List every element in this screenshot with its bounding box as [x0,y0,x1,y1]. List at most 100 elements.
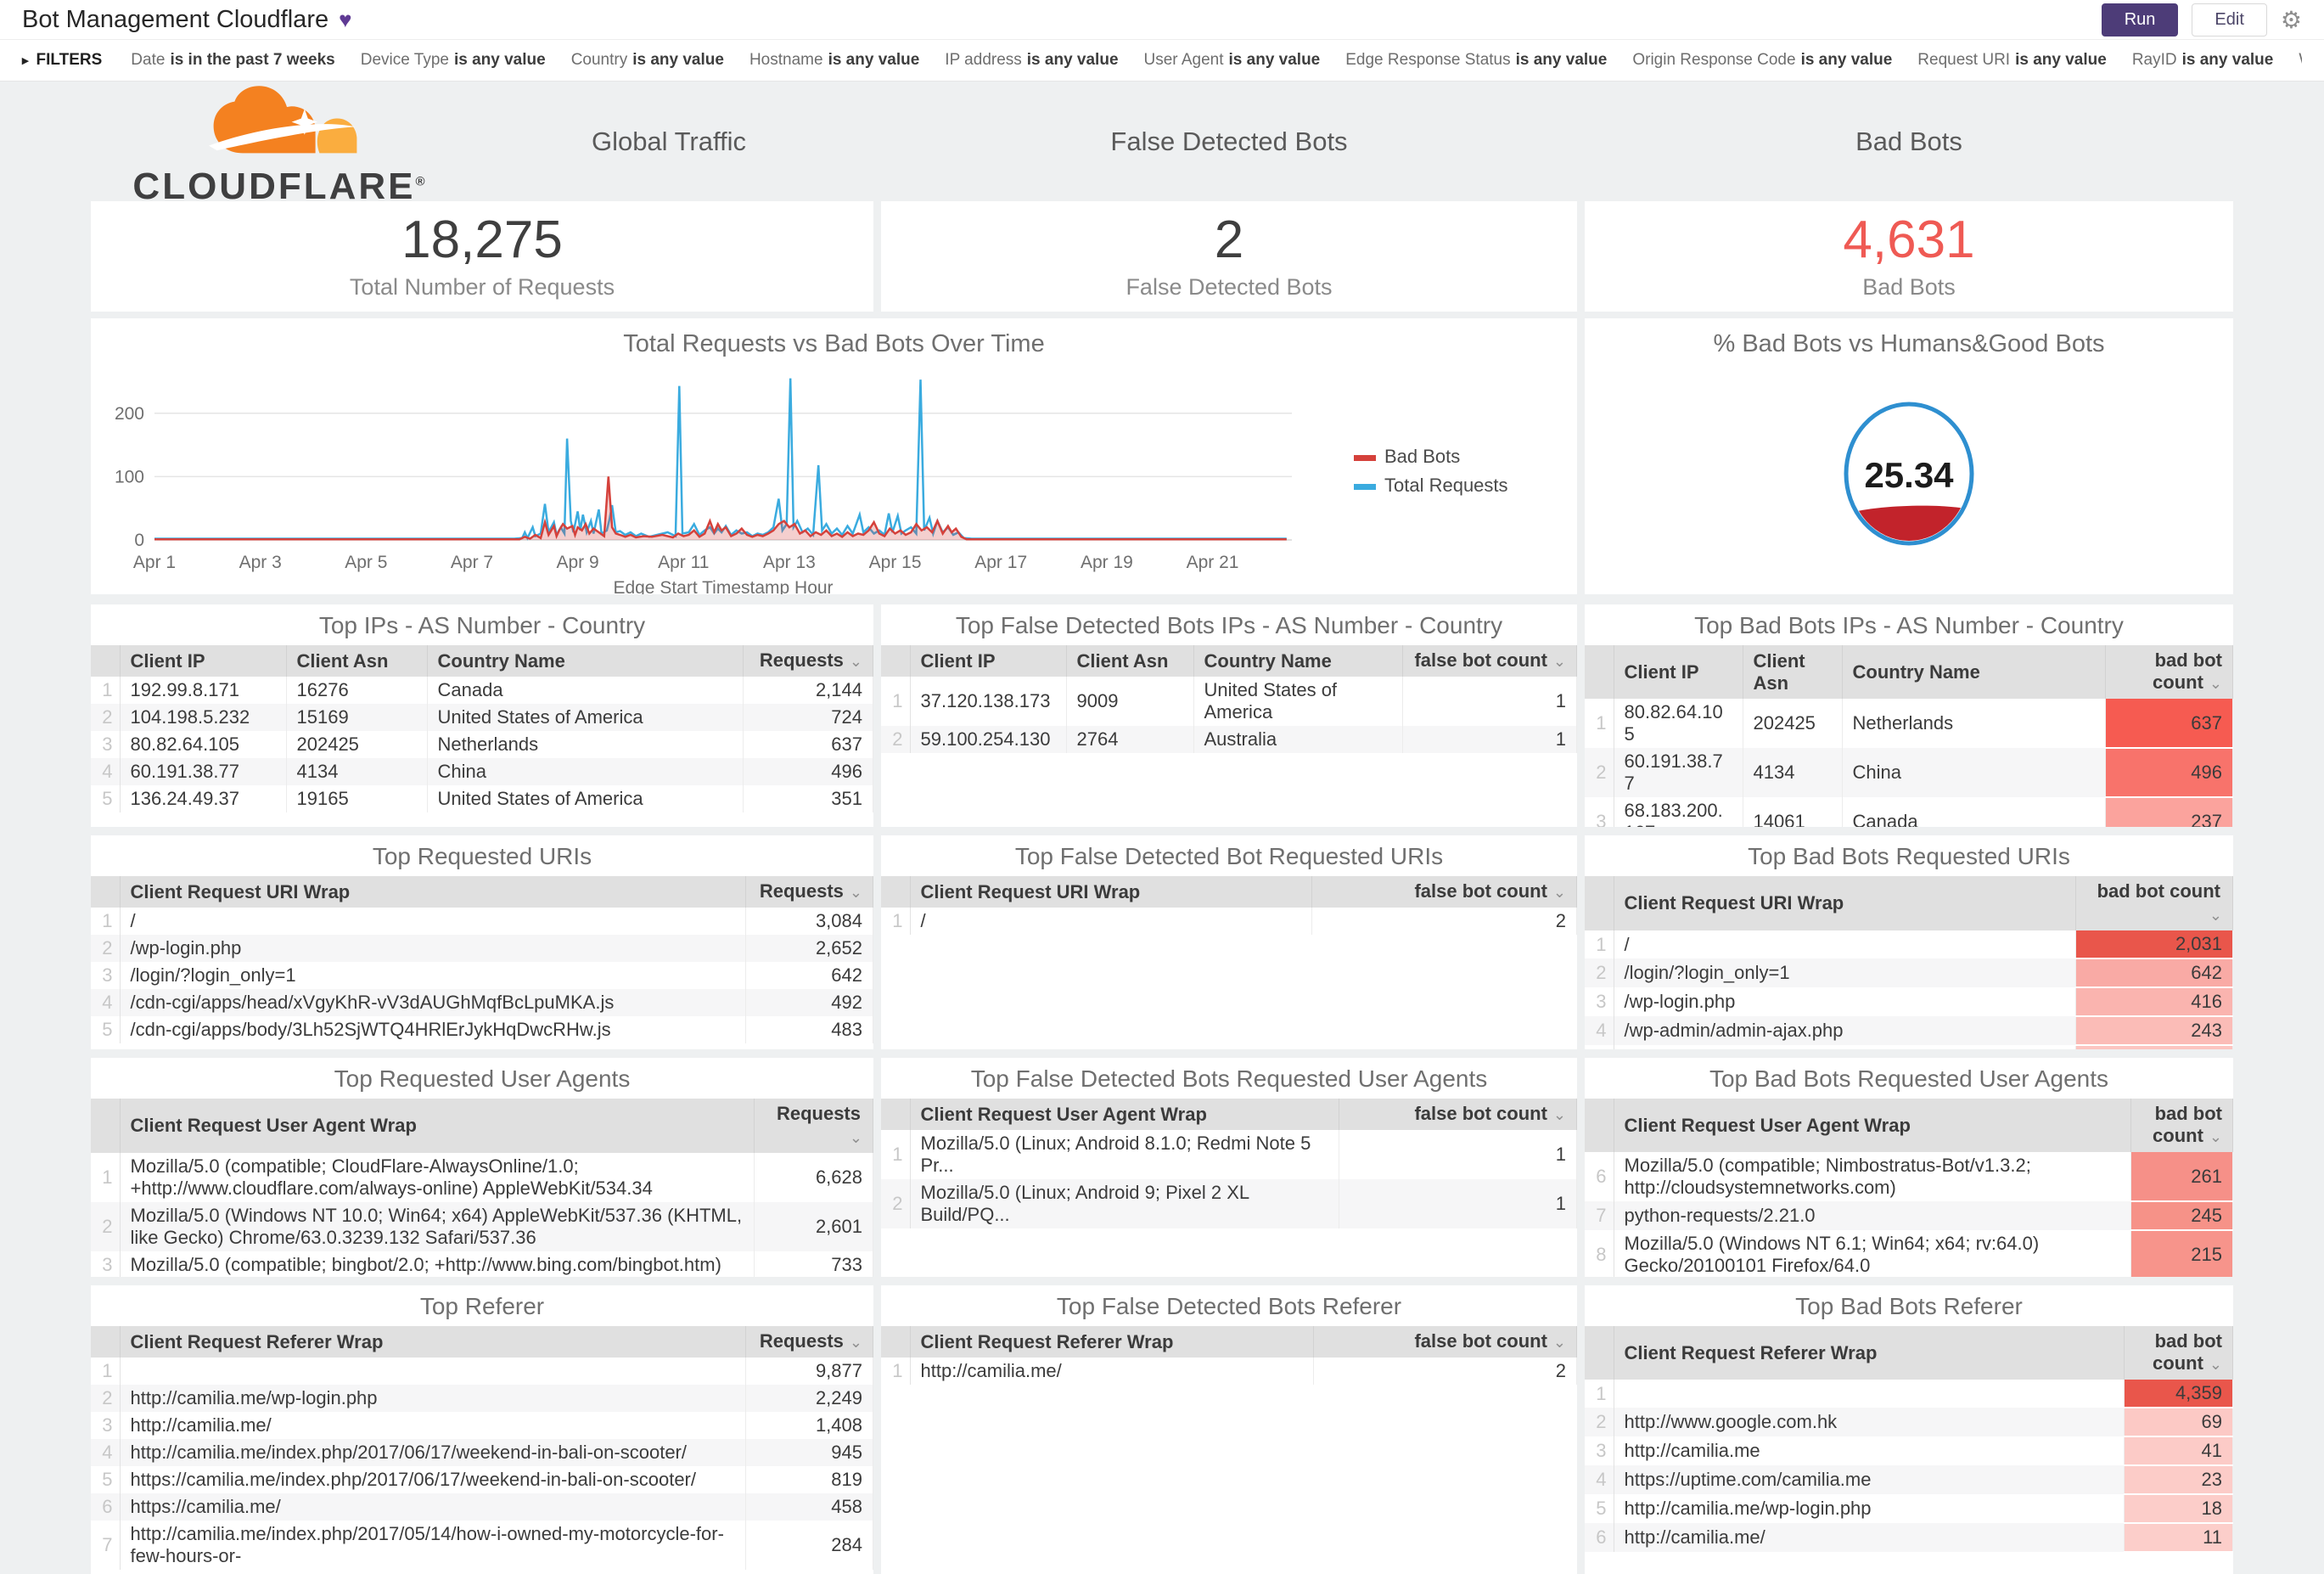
column-header[interactable]: Client IP [910,645,1067,677]
column-header[interactable]: Client Request URI Wrap [1614,876,2076,930]
svg-text:Apr 1: Apr 1 [133,553,176,572]
row-number-header [1585,876,1614,930]
filter-item[interactable]: Origin Response Code is any value [1632,51,1893,69]
filters-toggle[interactable]: ▸ FILTERS [22,51,102,70]
column-header[interactable]: Requests ⌄ [754,1099,873,1153]
table-row: 4/wp-admin/admin-ajax.php 243 [1585,1016,2233,1046]
cloudflare-logo: CLOUDFLARE® [98,83,463,205]
sort-desc-icon: ⌄ [1548,653,1566,670]
table-top-false-bot-ips: Top False Detected Bots IPs - AS Number … [881,604,1577,827]
column-header[interactable]: Client Asn [1743,645,1843,699]
column-header[interactable]: Requests ⌄ [745,876,873,908]
row-number: 2 [91,704,121,731]
table-cell: Mozilla/5.0 (compatible; CloudFlare-Alwa… [120,1153,755,1202]
column-header[interactable]: bad bot count ⌄ [2075,876,2233,930]
column-header[interactable]: Country Name [1842,645,2106,699]
kpi-band: 18,275 Total Number of Requests 2 False … [91,201,2233,312]
column-header[interactable]: Client Asn [1066,645,1194,677]
kpi-label: Total Number of Requests [349,273,615,300]
table-cell [1614,1380,2125,1408]
row-number: 5 [1585,1045,1614,1049]
table-cell: 2 [1313,1358,1577,1385]
filter-item[interactable]: User Agent is any value [1143,51,1321,69]
filter-item[interactable]: Request URI is any value [1917,51,2107,69]
svg-text:Apr 21: Apr 21 [1187,553,1239,572]
column-header[interactable]: Client Request Referer Wrap [910,1326,1314,1358]
column-header[interactable]: Client Request URI Wrap [910,876,1312,908]
table-row: 1 4,359 [1585,1380,2233,1408]
table-band-ips: Top IPs - AS Number - Country Client IP Cl… [91,604,2233,827]
table-row: 2 Mozilla/5.0 (Linux; Android 9; Pixel 2 … [881,1179,1577,1228]
table-row: 6 http://camilia.me/11 [1585,1523,2233,1553]
table-row: 1 9,877 [91,1358,873,1385]
row-number: 2 [91,1202,121,1251]
table-cell: 642 [2075,958,2233,988]
table-top-referer: Top Referer Client Request Referer Wrap Re… [91,1285,873,1574]
table-row: 2 Mozilla/5.0 (Windows NT 10.0; Win64; x6… [91,1202,873,1251]
run-button[interactable]: Run [2101,3,2179,37]
row-number: 2 [91,935,121,962]
filter-item[interactable]: Edge Response Status is any value [1345,51,1608,69]
legend-item[interactable]: Total Requests [1354,475,1508,496]
filter-item[interactable]: Country is any value [570,51,724,69]
table-cell: 104.198.5.232 [120,704,287,731]
column-header[interactable]: Client Asn [286,645,428,677]
chart-band: Total Requests vs Bad Bots Over Time 0 10… [91,318,2233,594]
row-number: 7 [1585,1201,1614,1230]
column-header[interactable]: Country Name [427,645,744,677]
column-header[interactable]: bad bot count ⌄ [2130,1099,2233,1152]
filter-item[interactable]: Worker Subrequestis... [2299,51,2302,70]
column-header[interactable]: Requests ⌄ [745,1326,873,1358]
filter-item[interactable]: IP address is any value [945,51,1119,69]
column-header[interactable]: Client Request User Agent Wrap [1614,1099,2131,1152]
kpi-label: Bad Bots [1862,273,1956,300]
column-header[interactable]: Client IP [1614,645,1743,699]
table-cell: 483 [745,1016,873,1043]
column-header[interactable]: false bot count ⌄ [1339,1099,1577,1130]
table-row: 3 80.82.64.105 202425 Netherlands 637 [91,731,873,758]
kpi-false-detected-bots: 2 False Detected Bots [881,201,1577,312]
table-row: 4 60.191.38.77 4134 China 496 [91,758,873,785]
column-header[interactable]: Client IP [120,645,287,677]
table-row: 2 60.191.38.77 4134 China 496 [1585,748,2233,798]
row-number-header [881,645,911,677]
column-header[interactable]: false bot count ⌄ [1402,645,1577,677]
legend-item[interactable]: Bad Bots [1354,446,1460,467]
filter-item[interactable]: Hostname is any value [749,51,920,69]
table-cell: /xmlrpc.php [1614,1045,2076,1049]
table-row: 1/3,084 [91,908,873,935]
column-header[interactable]: Client Request URI Wrap [120,876,746,908]
settings-gear-icon[interactable]: ⚙ [2280,6,2302,33]
column-header[interactable]: Country Name [1193,645,1403,677]
table-top-bad-bot-user-agents: Top Bad Bots Requested User Agents Client… [1585,1058,2233,1277]
row-number: 6 [1585,1523,1614,1552]
table-cell: /login/?login_only=1 [120,962,746,989]
edit-button[interactable]: Edit [2192,3,2267,37]
table-cell: 496 [2105,748,2233,798]
column-header[interactable]: Client Request Referer Wrap [1614,1326,2125,1380]
table-title: Top Requested User Agents [334,1065,631,1092]
column-header[interactable]: false bot count ⌄ [1311,876,1577,908]
column-header[interactable]: Client Request User Agent Wrap [910,1099,1339,1130]
timeseries-chart-canvas[interactable]: 0 100 200 Apr 1 Apr 3 Apr 5 Apr 7 Apr 9 Apr 11 Ap… [108,363,1560,594]
table-cell: /wp-login.php [120,935,746,962]
table-row: 5/cdn-cgi/apps/body/3Lh52SjWTQ4HRlErJykH… [91,1016,873,1043]
column-header[interactable]: bad bot count ⌄ [2105,645,2233,699]
filter-item[interactable]: Device Type is any value [360,51,546,69]
column-header[interactable]: bad bot count ⌄ [2124,1326,2233,1380]
table-title: Top False Detected Bots IPs - AS Number … [955,612,1503,638]
table-row: 2/wp-login.php 2,652 [91,935,873,962]
column-header[interactable]: Client Request Referer Wrap [120,1326,746,1358]
global-traffic-header: CLOUDFLARE® Global Traffic [91,82,873,205]
column-header[interactable]: false bot count ⌄ [1313,1326,1577,1358]
filter-item[interactable]: Date is in the past 7 weeks [131,51,335,69]
row-number: 1 [1585,930,1614,958]
row-number: 1 [91,677,121,704]
column-header[interactable]: Requests ⌄ [743,645,873,677]
filter-item[interactable]: RayID is any value [2131,51,2274,69]
table-band-user-agents: Top Requested User Agents Client Request … [91,1058,2233,1277]
table-title: Top False Detected Bot Requested URIs [1014,843,1444,869]
table-cell: Mozilla/5.0 (Windows NT 10.0; Win64; x64… [120,1202,755,1251]
table-row: 7 http://camilia.me/index.php/2017/05/14/… [91,1521,873,1570]
column-header[interactable]: Client Request User Agent Wrap [120,1099,755,1153]
